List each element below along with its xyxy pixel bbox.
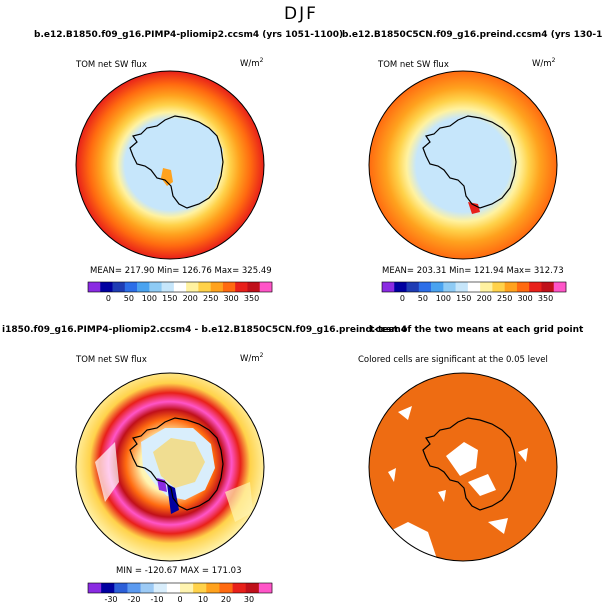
colorbar-tick-label: 150 (162, 294, 177, 303)
colorbar-swatch (153, 583, 168, 593)
colorbar-swatch (180, 583, 194, 593)
colorbar-swatch (431, 282, 444, 292)
colorbar-tick-label: 200 (183, 294, 198, 303)
colorbar-swatch (219, 583, 233, 593)
colorbar-swatch (418, 282, 432, 292)
colorbar-swatch (88, 282, 101, 292)
colorbar-swatch (161, 282, 175, 292)
colorbar-swatch (140, 583, 155, 593)
panel-bl-field: TOM net SW flux (76, 355, 147, 365)
colorbar-swatch (210, 282, 224, 292)
colorbar-tick-label: 50 (124, 294, 134, 303)
panel-tr-stats: MEAN= 203.31 Min= 121.94 Max= 312.73 (382, 266, 564, 276)
colorbar-swatch (149, 282, 162, 292)
colorbar-tick-label: 250 (497, 294, 512, 303)
colorbar-swatch (112, 282, 126, 292)
panel-tr-field: TOM net SW flux (378, 60, 449, 70)
colorbar-frame (87, 582, 273, 594)
colorbar-frame (87, 281, 273, 293)
panel-tl-field: TOM net SW flux (76, 60, 147, 70)
colorbar-tick-label: 0 (106, 294, 111, 303)
colorbar-swatch (127, 583, 141, 593)
colorbar-swatch (259, 282, 273, 292)
colorbar-tick-label: 30 (244, 595, 254, 604)
colorbar-swatch (492, 282, 505, 292)
panel-tl-units: W/m2 (240, 57, 264, 69)
colorbar-swatch (467, 282, 481, 292)
colorbar-swatch (406, 282, 420, 292)
colorbar-tick-label: -20 (127, 595, 140, 604)
panel-tr-coastline (422, 115, 517, 209)
panel-br-map (368, 372, 558, 562)
colorbar-swatch (198, 282, 211, 292)
colorbar-swatch (124, 282, 138, 292)
panel-br-coastline (422, 417, 517, 511)
colorbar-swatch (166, 583, 181, 593)
panel-tl-colorbar: 0 50 100 150 200 250 300 350 (87, 281, 273, 303)
colorbar-tick-label: 20 (221, 595, 231, 604)
colorbar-swatch (193, 583, 207, 593)
colorbar-swatch (553, 282, 567, 292)
panel-tl-title: b.e12.B1850.f09_g16.PIMP4-pliomip2.ccsm4… (34, 30, 344, 40)
colorbar-tick-label: 0 (400, 294, 405, 303)
colorbar-swatch (137, 282, 150, 292)
colorbar-swatch (100, 282, 113, 292)
colorbar-tick-label: 300 (223, 294, 238, 303)
colorbar-tick-label: 100 (436, 294, 451, 303)
colorbar-swatch (88, 583, 102, 593)
panel-tr-colorbar: 0 50 100 150 200 250 300 350 (381, 281, 567, 303)
colorbar-swatch (232, 583, 247, 593)
colorbar-swatch (455, 282, 469, 292)
panel-tl-coastline (129, 115, 224, 209)
main-title: DJF (284, 4, 318, 24)
colorbar-swatch (101, 583, 115, 593)
panel-bl-map (75, 372, 265, 562)
colorbar-tick-label: 10 (198, 595, 208, 604)
panel-bl-title: i1850.f09_g16.PIMP4-pliomip2.ccsm4 - b.e… (2, 325, 407, 335)
colorbar-swatch (382, 282, 395, 292)
panel-tl-map (75, 70, 265, 260)
colorbar-swatch (235, 282, 248, 292)
colorbar-swatch (516, 282, 530, 292)
colorbar-tick-label: 350 (538, 294, 553, 303)
panel-bl-units: W/m2 (240, 352, 264, 364)
panel-bl-coastline (129, 417, 224, 511)
panel-bl-stats: MIN = -120.67 MAX = 171.03 (116, 566, 242, 576)
colorbar-swatch (222, 282, 236, 292)
panel-br-title: t-test of the two means at each grid poi… (370, 325, 584, 335)
colorbar-swatch (245, 583, 260, 593)
colorbar-swatch (480, 282, 493, 292)
colorbar-swatch (173, 282, 187, 292)
colorbar-tick-label: -30 (104, 595, 117, 604)
colorbar-tick-label: 0 (177, 595, 182, 604)
colorbar-swatch (541, 282, 555, 292)
panel-br-note: Colored cells are significant at the 0.0… (358, 355, 548, 365)
colorbar-tick-label: 200 (477, 294, 492, 303)
colorbar-tick-label: 300 (517, 294, 532, 303)
colorbar-frame (381, 281, 567, 293)
panel-tr-title: b.e12.B1850C5CN.f09_g16.preind.ccsm4 (yr… (342, 30, 602, 40)
panel-tr-map (368, 70, 558, 260)
colorbar-tick-label: 350 (244, 294, 259, 303)
colorbar-swatch (114, 583, 128, 593)
colorbar-swatch (443, 282, 456, 292)
colorbar-tick-label: 100 (142, 294, 157, 303)
colorbar-swatch (258, 583, 273, 593)
colorbar-tick-label: 50 (418, 294, 428, 303)
colorbar-swatch (206, 583, 220, 593)
colorbar-tick-label: -10 (150, 595, 163, 604)
colorbar-tick-label: 150 (456, 294, 471, 303)
colorbar-swatch (394, 282, 407, 292)
panel-tr-units: W/m2 (532, 57, 556, 69)
colorbar-swatch (504, 282, 518, 292)
colorbar-swatch (529, 282, 542, 292)
colorbar-tick-label: 250 (203, 294, 218, 303)
panel-tl-stats: MEAN= 217.90 Min= 126.76 Max= 325.49 (90, 266, 272, 276)
colorbar-swatch (247, 282, 261, 292)
colorbar-swatch (186, 282, 199, 292)
panel-bl-colorbar: -30 -20 -10 0 10 20 30 (87, 582, 273, 604)
